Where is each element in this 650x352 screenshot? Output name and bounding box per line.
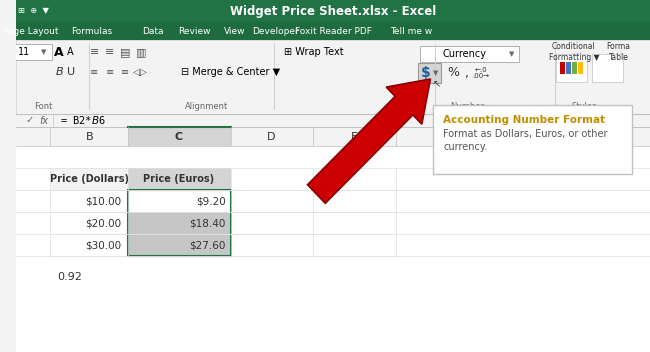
Text: ▼: ▼ xyxy=(41,49,46,55)
Text: Format as Dollars, Euros, or other
currency.: Format as Dollars, Euros, or other curre… xyxy=(443,129,608,152)
Text: ≡: ≡ xyxy=(122,67,129,77)
Text: ▤: ▤ xyxy=(120,47,131,57)
Text: $10.00: $10.00 xyxy=(85,196,122,206)
FancyBboxPatch shape xyxy=(560,62,565,74)
Text: 0.92: 0.92 xyxy=(57,272,82,282)
Text: ↖: ↖ xyxy=(432,79,440,89)
Text: Page Layout: Page Layout xyxy=(3,26,58,36)
FancyBboxPatch shape xyxy=(16,40,650,114)
Text: Currency: Currency xyxy=(443,49,487,59)
Text: Foxit Reader PDF: Foxit Reader PDF xyxy=(294,26,371,36)
Text: ≡: ≡ xyxy=(90,67,98,77)
Text: Tell me w: Tell me w xyxy=(390,26,432,36)
Text: Accounting Number Format: Accounting Number Format xyxy=(443,115,605,125)
Text: ⊟ Merge & Center ▼: ⊟ Merge & Center ▼ xyxy=(181,67,280,77)
Text: Alignment: Alignment xyxy=(185,102,228,111)
Text: A: A xyxy=(68,47,74,57)
FancyBboxPatch shape xyxy=(556,54,588,82)
Text: U: U xyxy=(67,67,75,77)
FancyBboxPatch shape xyxy=(592,54,623,82)
FancyBboxPatch shape xyxy=(128,234,231,256)
FancyBboxPatch shape xyxy=(50,168,128,190)
Text: = B2*$B$6: = B2*$B$6 xyxy=(60,114,106,126)
Text: C: C xyxy=(175,132,183,142)
Text: ⊞  ⊕  ▼: ⊞ ⊕ ▼ xyxy=(18,6,49,15)
Text: ▼: ▼ xyxy=(433,70,438,76)
Text: Review: Review xyxy=(178,26,211,36)
Text: Price (Dollars): Price (Dollars) xyxy=(50,174,129,184)
FancyBboxPatch shape xyxy=(418,63,441,83)
Text: Data: Data xyxy=(142,26,163,36)
FancyBboxPatch shape xyxy=(572,62,577,74)
Text: $18.40: $18.40 xyxy=(189,218,226,228)
FancyBboxPatch shape xyxy=(16,114,650,127)
Text: 11: 11 xyxy=(18,47,30,57)
FancyBboxPatch shape xyxy=(578,62,582,74)
Text: A: A xyxy=(54,45,64,58)
Text: View: View xyxy=(224,26,245,36)
Text: ≡: ≡ xyxy=(106,67,114,77)
Text: $9.20: $9.20 xyxy=(196,196,226,206)
Text: $20.00: $20.00 xyxy=(85,218,122,228)
FancyBboxPatch shape xyxy=(16,22,650,40)
Text: ◁▷: ◁▷ xyxy=(133,67,148,77)
FancyBboxPatch shape xyxy=(128,190,231,212)
Text: %: % xyxy=(447,67,459,80)
Text: Font: Font xyxy=(34,102,53,111)
Text: fx: fx xyxy=(39,115,48,126)
Text: Styles: Styles xyxy=(572,102,597,111)
FancyBboxPatch shape xyxy=(16,127,650,146)
Text: Number: Number xyxy=(450,102,484,111)
FancyBboxPatch shape xyxy=(128,127,231,146)
Text: E: E xyxy=(351,132,358,142)
Text: ←.0
.00→: ←.0 .00→ xyxy=(473,67,489,80)
FancyBboxPatch shape xyxy=(434,105,632,174)
Text: Forma
Table: Forma Table xyxy=(606,42,630,62)
Text: B: B xyxy=(85,132,93,142)
Text: $: $ xyxy=(421,66,430,80)
Text: ⊞ Wrap Text: ⊞ Wrap Text xyxy=(283,47,343,57)
Text: D: D xyxy=(267,132,276,142)
Text: ,: , xyxy=(465,67,469,80)
FancyBboxPatch shape xyxy=(13,44,52,60)
Text: $27.60: $27.60 xyxy=(189,240,226,250)
Text: Formulas: Formulas xyxy=(72,26,112,36)
FancyBboxPatch shape xyxy=(128,168,231,190)
Text: B: B xyxy=(55,67,63,77)
FancyArrow shape xyxy=(307,79,430,203)
FancyBboxPatch shape xyxy=(16,0,650,22)
FancyBboxPatch shape xyxy=(128,212,231,234)
Text: Developer: Developer xyxy=(252,26,299,36)
Text: Price (Euros): Price (Euros) xyxy=(144,174,214,184)
Text: Conditional
Formatting ▼: Conditional Formatting ▼ xyxy=(549,42,599,62)
Text: ✓: ✓ xyxy=(26,115,34,126)
Text: Widget Price Sheet.xlsx - Excel: Widget Price Sheet.xlsx - Excel xyxy=(230,5,436,18)
FancyBboxPatch shape xyxy=(420,46,519,62)
Text: $30.00: $30.00 xyxy=(85,240,122,250)
Text: ≡: ≡ xyxy=(90,47,99,57)
FancyBboxPatch shape xyxy=(566,62,571,74)
FancyBboxPatch shape xyxy=(16,127,650,352)
Text: ▥: ▥ xyxy=(136,47,146,57)
Text: ≡: ≡ xyxy=(105,47,114,57)
Text: ▼: ▼ xyxy=(509,51,514,57)
